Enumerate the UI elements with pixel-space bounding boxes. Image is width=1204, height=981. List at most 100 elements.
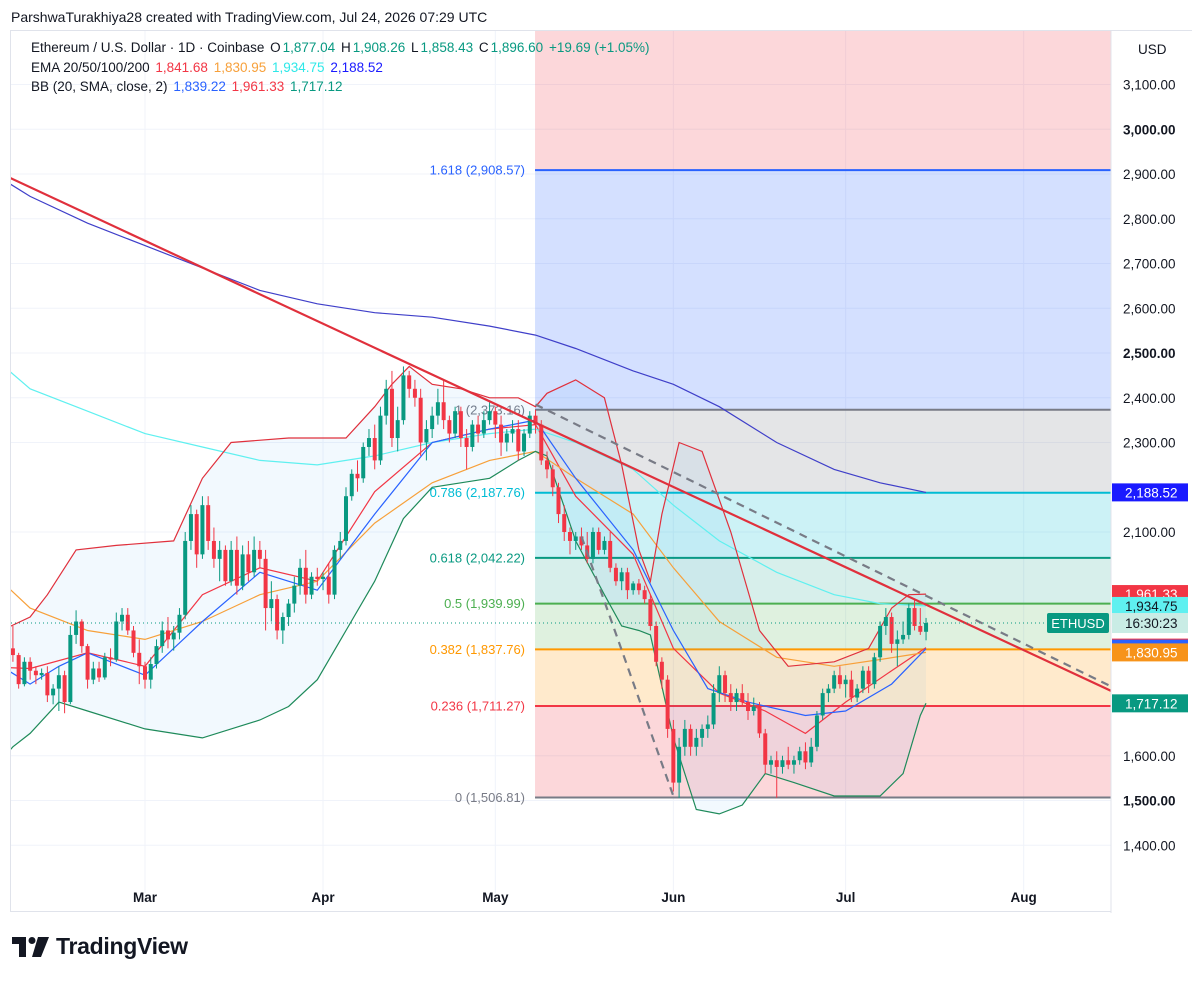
candle-body (102, 657, 107, 678)
candle-body (849, 679, 854, 698)
candle-body (384, 388, 389, 416)
candle-body (435, 402, 440, 416)
candle-body (866, 670, 871, 685)
candle-body (809, 746, 814, 763)
candle-body (355, 473, 360, 479)
candle-body (120, 614, 125, 622)
candle-body (860, 670, 865, 689)
candle-body (108, 657, 113, 660)
candle-body (229, 549, 234, 582)
candle-body (470, 424, 475, 447)
legend-close: 1,896.60 (490, 40, 544, 55)
fib-level-label: 0.618 (2,042.22) (430, 550, 525, 565)
legend-low: 1,858.43 (420, 40, 474, 55)
candle-body (803, 751, 808, 763)
candle-body (458, 411, 463, 439)
attribution-header: ParshwaTurakhiya28 created with TradingV… (11, 9, 488, 25)
candle-body (723, 675, 728, 694)
candle-body (717, 675, 722, 694)
y-tick-label: 2,500.00 (1123, 346, 1176, 361)
candle-body (820, 693, 825, 716)
chart-frame[interactable]: 1.618 (2,908.57)1 (2,373.16)0.786 (2,187… (10, 30, 1193, 913)
y-tick-label: 2,800.00 (1123, 212, 1176, 227)
candle-body (740, 693, 745, 703)
candle-body (688, 728, 693, 747)
candle-body (665, 679, 670, 729)
candle-body (39, 672, 44, 676)
legend-bb-basis: 1,839.22 (173, 79, 226, 94)
candle-body (16, 655, 21, 685)
candle-body (240, 554, 245, 586)
dashed-trendline-upper (535, 403, 1111, 688)
candle-body (114, 621, 119, 660)
candle-body (843, 679, 848, 685)
candle-body (631, 583, 636, 591)
candle-body (872, 657, 877, 685)
candle-body (131, 630, 136, 653)
candle-body (556, 487, 561, 515)
candle-body (234, 549, 239, 586)
candle-body (539, 424, 544, 461)
candle-body (372, 438, 377, 461)
candle-body (654, 625, 659, 662)
price-chart[interactable]: 1.618 (2,908.57)1 (2,373.16)0.786 (2,187… (11, 31, 1193, 913)
countdown-label: 16:30:23 (1125, 616, 1178, 631)
candle-body (200, 505, 205, 555)
legend-l-label: L (411, 40, 419, 55)
candle-body (188, 514, 193, 541)
candle-body (533, 415, 538, 425)
candle-body (694, 737, 699, 747)
price-tag-bg (1112, 483, 1188, 502)
candle-body (389, 388, 394, 439)
candle-body (476, 424, 481, 434)
candle-body (211, 540, 216, 559)
candle-body (183, 540, 188, 615)
candle-body (481, 420, 486, 434)
fib-level-label: 0.5 (1,939.99) (444, 596, 525, 611)
tradingview-logo[interactable]: TradingView (12, 933, 188, 960)
legend-ema20: 1,841.68 (155, 60, 208, 75)
candle-body (361, 446, 366, 479)
fib-level-label: 0.236 (1,711.27) (431, 698, 525, 713)
candle-body (613, 567, 618, 582)
candle-body (550, 469, 555, 488)
candle-body (453, 411, 458, 434)
series-bb_lower (11, 450, 927, 815)
fib-zone (535, 557, 1111, 604)
candle-body (625, 572, 630, 591)
candle-body (395, 420, 400, 439)
candle-body (424, 429, 429, 443)
y-tick-label: 1,500.00 (1123, 794, 1176, 809)
legend-ema100: 1,934.75 (272, 60, 325, 75)
x-tick-label: Jul (836, 890, 856, 905)
candle-body (33, 670, 38, 676)
y-tick-label: 2,100.00 (1123, 525, 1176, 540)
legend-ema-label: EMA 20/50/100/200 (31, 60, 150, 75)
candle-body (338, 540, 343, 550)
x-tick-label: Mar (133, 890, 158, 905)
candle-body (401, 375, 406, 421)
candle-body (746, 702, 751, 711)
candle-body (619, 572, 624, 582)
candle-body (62, 675, 67, 703)
candle-body (223, 549, 228, 582)
fib-level-label: 0.786 (2,187.76) (430, 485, 525, 500)
candle-body (45, 672, 50, 696)
fib-level-label: 1.618 (2,908.57) (430, 163, 525, 178)
candle-body (883, 617, 888, 626)
candle-body (269, 599, 274, 609)
fib-zone (535, 409, 1111, 493)
candle-body (412, 388, 417, 398)
candle-body (671, 728, 676, 783)
candle-body (487, 411, 492, 421)
candle-body (682, 728, 687, 747)
candle-body (774, 760, 779, 767)
candle-body (315, 576, 320, 579)
legend-h-label: H (340, 40, 351, 55)
candle-body (728, 693, 733, 703)
candle-body (171, 632, 176, 640)
candle-body (642, 590, 647, 600)
y-tick-label: 3,000.00 (1123, 122, 1176, 137)
candle-body (143, 666, 147, 680)
candle-body (602, 540, 607, 550)
